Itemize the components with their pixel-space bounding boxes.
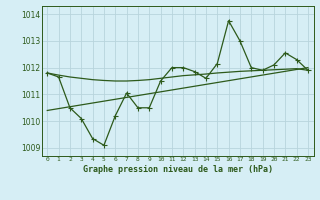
X-axis label: Graphe pression niveau de la mer (hPa): Graphe pression niveau de la mer (hPa) <box>83 165 273 174</box>
